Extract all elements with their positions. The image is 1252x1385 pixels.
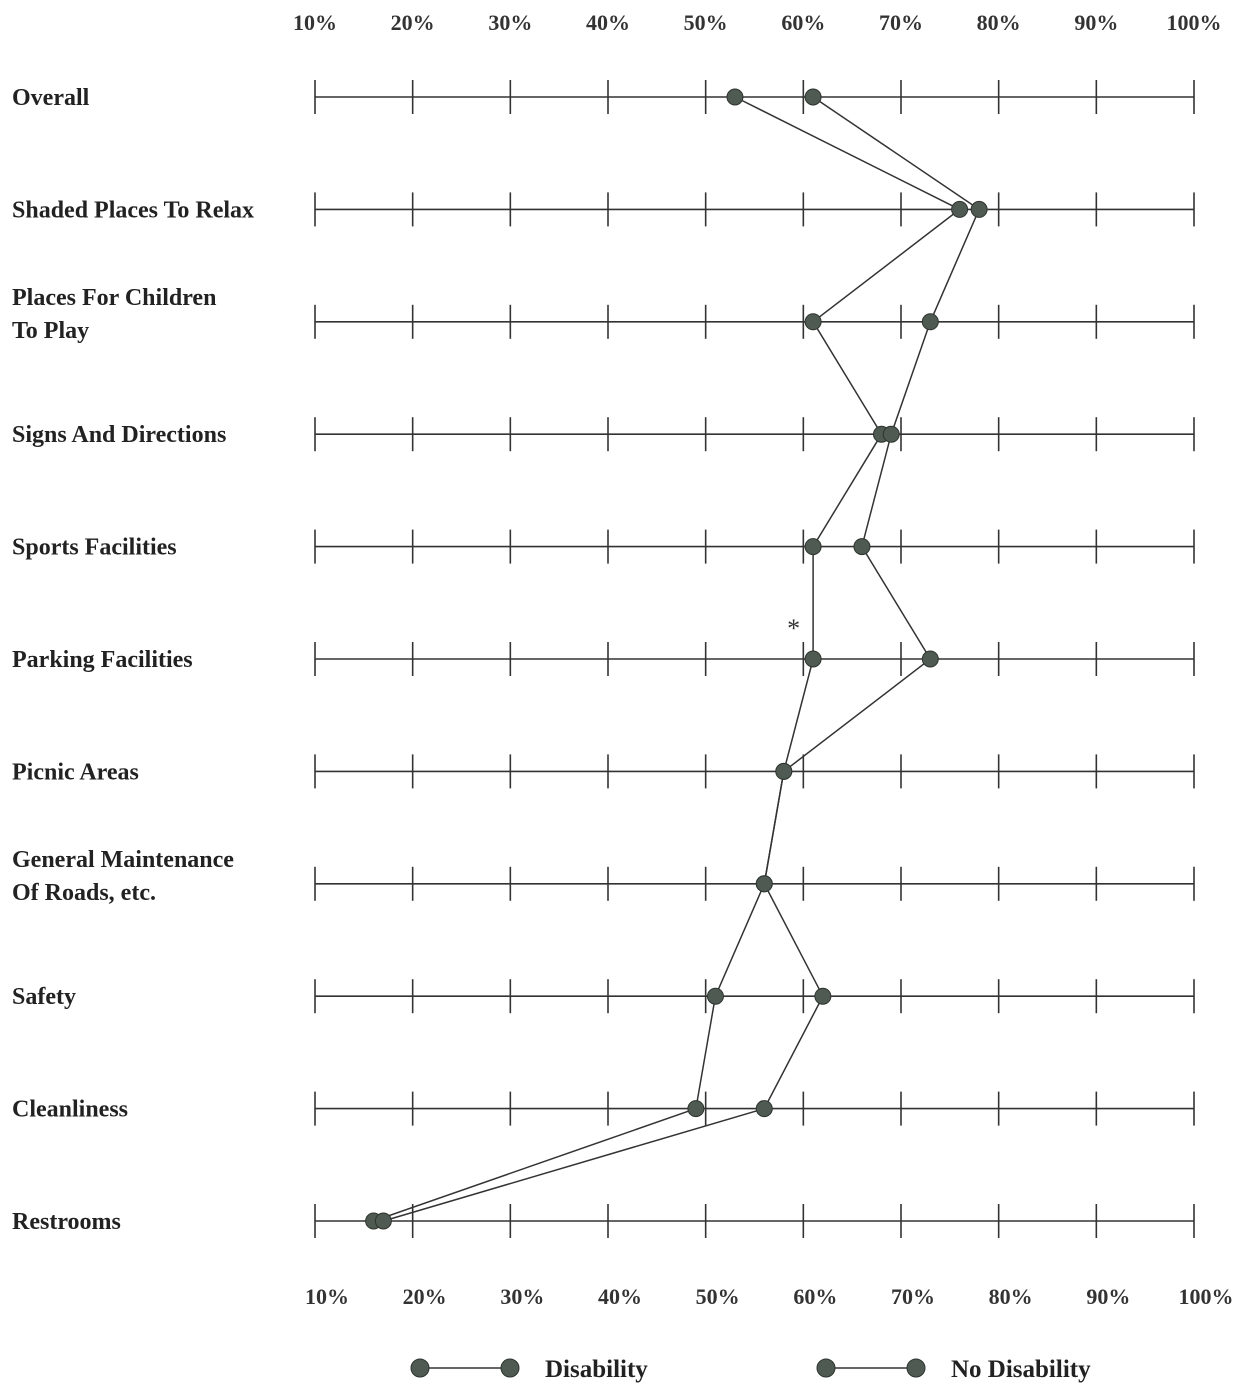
category-label: Cleanliness	[12, 1097, 128, 1123]
bottom-tick-label: 70%	[891, 1284, 935, 1309]
top-tick-label: 50%	[684, 10, 728, 35]
bottom-tick-label: 90%	[1086, 1284, 1130, 1309]
point-disability	[706, 987, 724, 1005]
category-label: Signs And Directions	[12, 422, 226, 448]
legend-marker-no-disability	[906, 1358, 926, 1378]
top-tick-label: 80%	[977, 10, 1021, 35]
category-label: Parking Facilities	[12, 647, 193, 673]
bottom-tick-label: 60%	[793, 1284, 837, 1309]
series-points	[365, 88, 988, 1230]
point-no-disability	[755, 1100, 773, 1118]
point-no-disability	[882, 425, 900, 443]
asterisk-annotation: *	[787, 614, 800, 643]
legend-marker-disability	[410, 1358, 430, 1378]
category-label: Safety	[12, 984, 76, 1010]
top-tick-label: 90%	[1074, 10, 1118, 35]
top-tick-label: 10%	[293, 10, 337, 35]
bottom-tick-label: 100%	[1179, 1284, 1234, 1309]
bottom-tick-label: 40%	[598, 1284, 642, 1309]
bottom-tick-label: 30%	[500, 1284, 544, 1309]
category-label: Places For Children To Play	[12, 285, 216, 344]
top-tick-label: 70%	[879, 10, 923, 35]
bottom-tick-label: 50%	[696, 1284, 740, 1309]
point-no-disability	[814, 987, 832, 1005]
top-tick-label: 30%	[488, 10, 532, 35]
category-label: Shaded Places To Relax	[12, 197, 254, 223]
point-disability	[687, 1100, 705, 1118]
bottom-tick-label: 80%	[989, 1284, 1033, 1309]
point-disability	[804, 650, 822, 668]
category-label: Overall	[12, 85, 90, 111]
category-labels: Overall Shaded Places To Relax Places For …	[12, 85, 254, 1235]
point-no-disability	[755, 875, 773, 893]
top-tick-label: 40%	[586, 10, 630, 35]
top-tick-label: 60%	[781, 10, 825, 35]
point-no-disability	[374, 1212, 392, 1230]
top-axis-labels: 10% 20% 30% 40% 50% 60% 70% 80% 90% 100%	[293, 10, 1222, 35]
legend-label-disability: Disability	[545, 1356, 648, 1383]
bottom-axis-labels: 10% 20% 30% 40% 50% 60% 70% 80% 90% 100%	[305, 1284, 1234, 1309]
category-scales	[314, 80, 1195, 1238]
point-disability	[804, 313, 822, 331]
point-no-disability	[804, 88, 822, 106]
category-label: Picnic Areas	[12, 759, 139, 785]
annotations: *	[787, 614, 800, 643]
point-disability	[804, 538, 822, 556]
bottom-tick-label: 20%	[403, 1284, 447, 1309]
category-label: Sports Facilities	[12, 535, 177, 561]
legend-marker-disability	[500, 1358, 520, 1378]
point-no-disability	[853, 538, 871, 556]
top-tick-label: 20%	[391, 10, 435, 35]
point-disability	[951, 200, 969, 218]
category-label: Restrooms	[12, 1209, 121, 1235]
legend-label-no-disability: No Disability	[951, 1356, 1091, 1383]
top-tick-label: 100%	[1167, 10, 1222, 35]
bottom-tick-label: 10%	[305, 1284, 349, 1309]
point-no-disability	[775, 762, 793, 780]
legend-marker-no-disability	[816, 1358, 836, 1378]
point-no-disability	[921, 650, 939, 668]
legend: Disability No Disability	[410, 1356, 1091, 1383]
point-no-disability	[970, 200, 988, 218]
point-disability	[726, 88, 744, 106]
point-no-disability	[921, 313, 939, 331]
category-label: General Maintenance Of Roads, etc.	[12, 847, 234, 906]
